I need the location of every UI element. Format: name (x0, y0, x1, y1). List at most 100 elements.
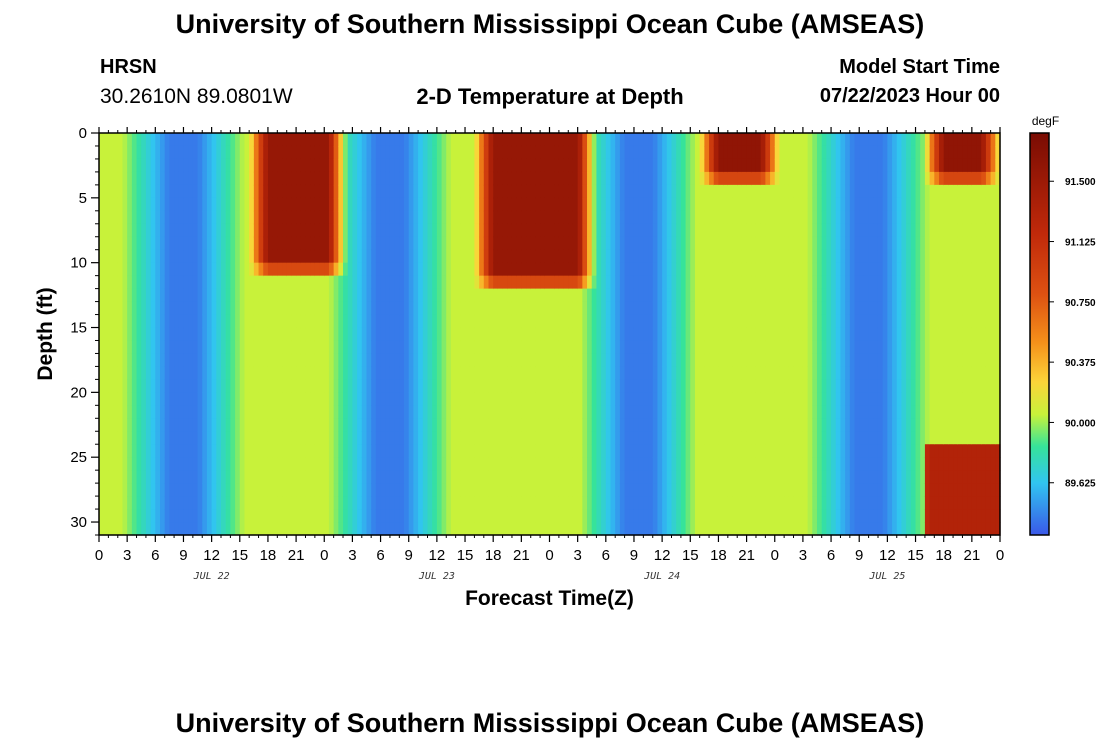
heatmap-cell (277, 262, 283, 277)
heatmap-cell (615, 249, 621, 264)
heatmap-cell (188, 249, 194, 264)
heatmap-cell (554, 249, 560, 264)
heatmap-cell (192, 275, 199, 290)
heatmap-cell (709, 171, 715, 186)
heatmap-cell (648, 366, 654, 380)
heatmap-cell (770, 249, 776, 264)
heatmap-cell (652, 444, 659, 458)
heatmap-cell (821, 158, 827, 173)
heatmap-cell (225, 366, 231, 380)
heatmap-cell (239, 262, 246, 277)
heatmap-cell (685, 197, 691, 212)
heatmap-cell (502, 483, 508, 497)
heatmap-cell (455, 509, 461, 523)
heatmap-cell (723, 340, 729, 355)
heatmap-cell (394, 236, 400, 251)
heatmap-cell (746, 236, 752, 251)
heatmap-cell (258, 133, 264, 147)
heatmap-cell (286, 197, 292, 212)
heatmap-cell (544, 249, 551, 264)
heatmap-cell (314, 496, 321, 510)
heatmap-cell (530, 444, 537, 458)
heatmap-cell (849, 483, 856, 497)
heatmap-cell (343, 223, 349, 238)
heatmap-cell (314, 522, 321, 536)
heatmap-cell (831, 236, 837, 251)
heatmap-cell (732, 392, 738, 406)
heatmap-cell (835, 249, 842, 264)
heatmap-cell (802, 366, 809, 380)
heatmap-cell (826, 158, 832, 173)
model-start-label: Model Start Time (839, 56, 1000, 78)
heatmap-cell (441, 379, 447, 393)
heatmap-cell (572, 288, 579, 303)
heatmap-cell (211, 353, 217, 368)
heatmap-cell (798, 145, 804, 160)
heatmap-cell (319, 327, 325, 342)
heatmap-cell (840, 496, 846, 510)
heatmap-cell (835, 145, 842, 160)
heatmap-cell (676, 353, 682, 368)
heatmap-cell (465, 158, 471, 173)
heatmap-cell (619, 353, 626, 368)
heatmap-cell (450, 405, 457, 419)
heatmap-cell (713, 314, 720, 329)
heatmap-cell (516, 340, 522, 355)
heatmap-cell (230, 158, 236, 173)
heatmap-cell (436, 496, 443, 510)
heatmap-cell (601, 133, 607, 147)
heatmap-cell (375, 522, 382, 536)
heatmap-cell (160, 340, 166, 355)
heatmap-cell (535, 301, 541, 316)
heatmap-cell (328, 223, 335, 238)
heatmap-cell (493, 405, 499, 419)
heatmap-cell (849, 314, 856, 329)
heatmap-cell (113, 470, 119, 484)
heatmap-cell (338, 509, 344, 523)
heatmap-cell (723, 184, 729, 199)
heatmap-cell (131, 405, 138, 419)
heatmap-cell (812, 184, 818, 199)
heatmap-cell (526, 223, 532, 238)
heatmap-cell (160, 171, 166, 186)
heatmap-cell (624, 249, 630, 264)
heatmap-cell (568, 262, 574, 277)
heatmap-cell (643, 470, 649, 484)
heatmap-cell (319, 197, 325, 212)
heatmap-cell (282, 314, 288, 329)
heatmap-cell (694, 158, 701, 173)
heatmap-cell (249, 288, 255, 303)
heatmap-cell (676, 496, 682, 510)
heatmap-cell (718, 262, 724, 277)
heatmap-cell (305, 197, 311, 212)
heatmap-cell (718, 288, 724, 303)
heatmap-cell (788, 249, 795, 264)
heatmap-cell (450, 262, 457, 277)
heatmap-cell (422, 457, 429, 471)
heatmap-cell (103, 379, 109, 393)
heatmap-cell (441, 509, 447, 523)
heatmap-cell (746, 145, 752, 160)
heatmap-cell (131, 275, 138, 290)
heatmap-cell (441, 366, 447, 380)
heatmap-cell (568, 236, 574, 251)
heatmap-cell (788, 236, 795, 251)
heatmap-cell (263, 275, 269, 290)
heatmap-cell (319, 470, 325, 484)
heatmap-cell (347, 236, 353, 251)
heatmap-cell (662, 509, 668, 523)
heatmap-cell (488, 236, 494, 251)
heatmap-cell (605, 210, 612, 225)
heatmap-cell (192, 496, 199, 510)
heatmap-cell (605, 340, 612, 355)
heatmap-cell (282, 431, 288, 445)
heatmap-cell (587, 444, 593, 458)
heatmap-cell (540, 301, 546, 316)
heatmap-cell (108, 522, 114, 536)
heatmap-cell (160, 249, 166, 264)
heatmap-cell (610, 418, 616, 432)
heatmap-cell (244, 158, 250, 173)
heatmap-cell (741, 197, 748, 212)
heatmap-cell (103, 197, 109, 212)
heatmap-cell (615, 301, 621, 316)
